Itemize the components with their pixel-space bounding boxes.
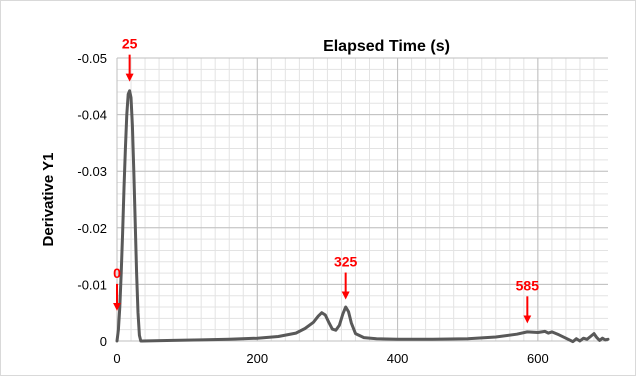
annotation-label: 325 bbox=[334, 254, 358, 270]
y-axis-label: Derivative Y1 bbox=[40, 153, 57, 247]
x-tick-label: 200 bbox=[246, 351, 268, 366]
x-tick-label: 600 bbox=[527, 351, 549, 366]
plot-area bbox=[117, 58, 608, 341]
y-tick-label: -0.02 bbox=[77, 221, 107, 236]
x-tick-label: 0 bbox=[113, 351, 120, 366]
y-tick-label: -0.04 bbox=[77, 108, 107, 123]
y-tick-label: -0.03 bbox=[77, 164, 107, 179]
data-series-line bbox=[115, 89, 610, 344]
annotation-label: 585 bbox=[516, 277, 540, 293]
x-tick-label: 400 bbox=[387, 351, 409, 366]
annotation-label: 0 bbox=[113, 265, 121, 281]
y-tick-label: -0.05 bbox=[77, 51, 107, 66]
y-tick-label: 0 bbox=[100, 334, 107, 349]
chart-title: Elapsed Time (s) bbox=[323, 38, 450, 55]
y-tick-label: -0.01 bbox=[77, 277, 107, 292]
annotation-label: 25 bbox=[122, 36, 138, 52]
